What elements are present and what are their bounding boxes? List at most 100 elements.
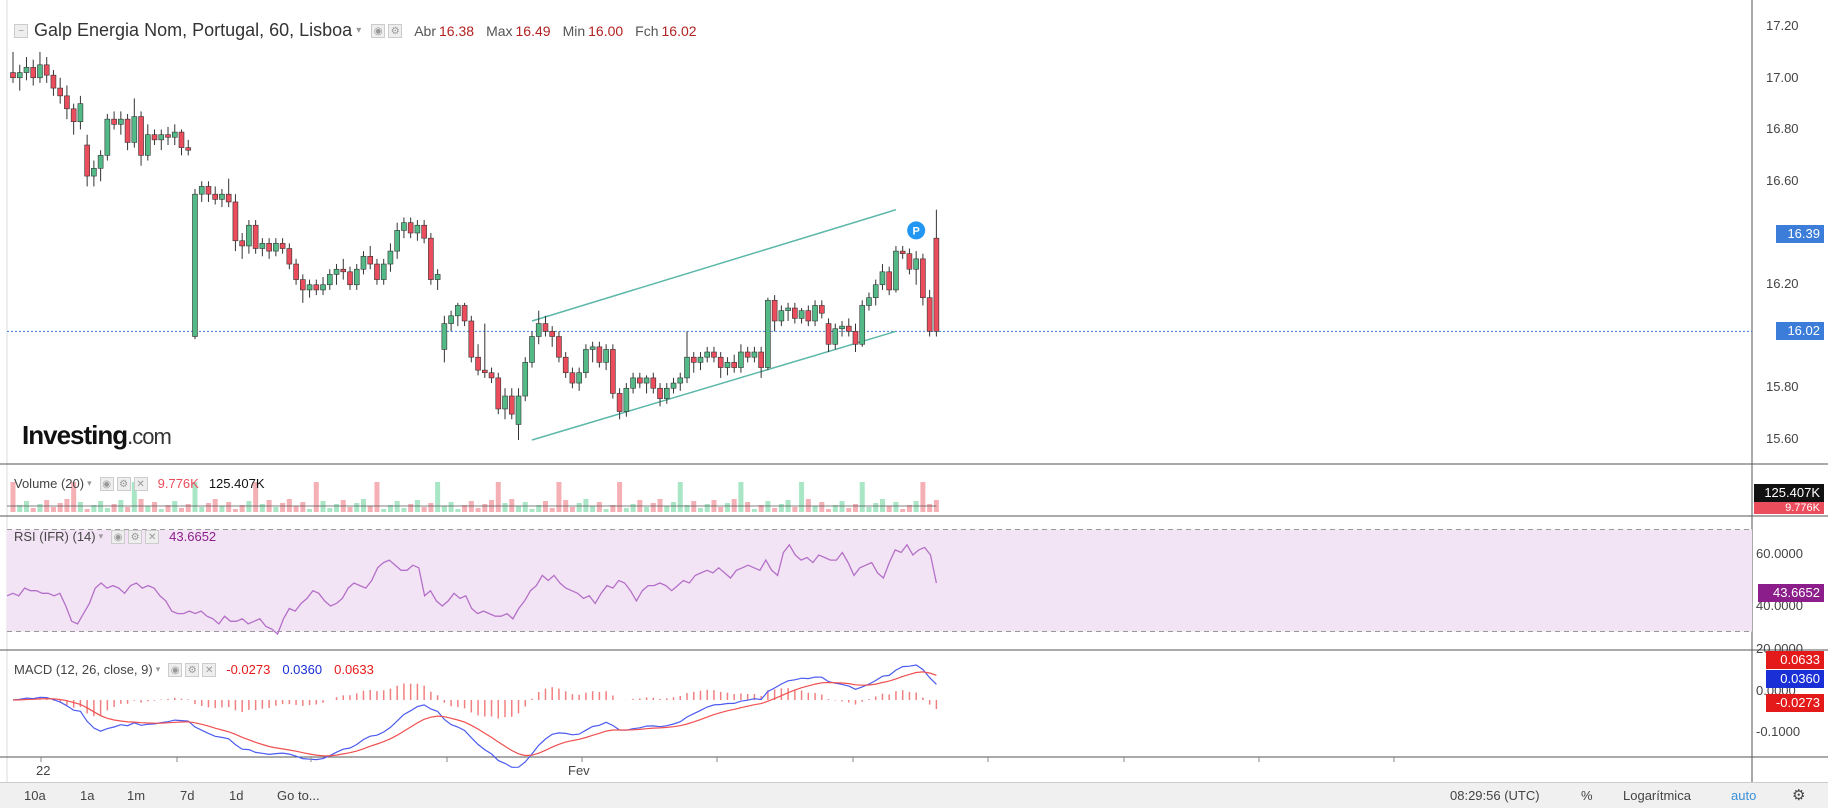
candle-body: [792, 307, 798, 319]
candle-body: [23, 67, 30, 73]
macd-line: [12, 664, 937, 768]
range-1a-button[interactable]: 1a: [80, 788, 95, 803]
candle-body: [50, 74, 57, 89]
volume-bar: [549, 508, 555, 512]
volume-bar: [401, 508, 407, 512]
volume-bar: [138, 499, 144, 512]
macd-legend: MACD (12, 26, close, 9) ▾ ◉ ⚙ ✕ -0.0273 …: [14, 662, 374, 677]
volume-bar: [10, 482, 16, 512]
eye-icon[interactable]: ◉: [111, 529, 126, 544]
chart-legend: − Galp Energia Nom, Portugal, 60, Lisboa…: [14, 20, 697, 41]
gear-icon[interactable]: ⚙: [116, 476, 131, 491]
volume-bar: [704, 504, 710, 512]
price-tick: 16.20: [1766, 276, 1799, 291]
candle-body: [252, 224, 259, 249]
candle-body: [879, 271, 886, 286]
range-10a-button[interactable]: 10a: [24, 788, 46, 803]
volume-bar: [839, 501, 845, 512]
candle-body: [542, 323, 549, 332]
goto-button[interactable]: Go to...: [277, 788, 320, 803]
candle-body: [677, 377, 684, 384]
volume-tag-main: 125.407K: [1754, 484, 1824, 502]
eye-icon[interactable]: ◉: [99, 476, 114, 491]
close-icon[interactable]: ✕: [133, 476, 148, 491]
volume-bar: [778, 504, 784, 512]
gear-icon[interactable]: ⚙: [185, 662, 200, 677]
candle-body: [872, 284, 879, 298]
collapse-icon[interactable]: −: [14, 23, 28, 38]
chevron-down-icon[interactable]: ▾: [155, 664, 161, 674]
candle-body: [279, 243, 286, 249]
volume-bar: [428, 503, 434, 512]
volume-bar: [556, 482, 562, 512]
candle-body: [920, 258, 926, 298]
chart-title: Galp Energia Nom, Portugal, 60, Lisboa: [34, 20, 353, 40]
range-1d-button[interactable]: 1d: [229, 788, 244, 803]
volume-bar: [502, 503, 508, 512]
candle-body: [778, 310, 785, 322]
close-icon[interactable]: ✕: [145, 529, 160, 544]
candle-body: [785, 307, 791, 311]
log-toggle[interactable]: Logarítmica: [1623, 788, 1691, 803]
candle-body: [893, 250, 899, 291]
volume-bar: [91, 505, 97, 512]
candle-body: [212, 193, 218, 200]
volume-bar: [623, 508, 629, 512]
candle-body: [401, 222, 407, 231]
candle-body: [91, 168, 97, 177]
gear-icon[interactable]: ⚙: [128, 529, 143, 544]
gear-icon[interactable]: ⚙: [388, 23, 403, 38]
candle-body: [738, 351, 744, 368]
candle-body: [320, 284, 326, 291]
candle-body: [16, 72, 23, 79]
pivot-marker: [907, 221, 926, 240]
gear-icon[interactable]: ⚙: [1792, 787, 1806, 804]
candle-body: [488, 372, 495, 379]
candle-body: [724, 362, 731, 368]
range-7d-button[interactable]: 7d: [180, 788, 195, 803]
volume-bar: [650, 503, 656, 512]
volume-bar: [71, 482, 77, 512]
candle-body: [522, 362, 529, 397]
volume-bar: [394, 501, 400, 512]
auto-toggle[interactable]: auto: [1731, 788, 1757, 803]
chevron-down-icon[interactable]: ▾: [87, 478, 92, 488]
rsi-value: 43.6652: [169, 529, 217, 544]
volume-bar: [212, 499, 218, 512]
channel-upper-line: [531, 208, 897, 322]
candle-body: [623, 387, 630, 412]
volume-bar: [758, 505, 764, 512]
candle-body: [535, 323, 542, 337]
volume-bar: [630, 504, 636, 512]
candle-body: [906, 253, 913, 270]
chevron-down-icon[interactable]: ▾: [356, 25, 362, 36]
candle-body: [131, 116, 138, 143]
candle-body: [758, 351, 764, 368]
volume-bar: [64, 499, 70, 512]
close-icon[interactable]: ✕: [202, 662, 217, 677]
candle-body: [43, 64, 50, 76]
close-label: Fch: [635, 22, 659, 39]
percent-toggle[interactable]: %: [1581, 788, 1593, 803]
volume-value-1: 9.776K: [157, 476, 199, 491]
volume-bar: [596, 502, 602, 512]
volume-bar: [853, 504, 858, 512]
volume-bar: [104, 508, 110, 512]
candle-body: [583, 349, 589, 374]
candle-body: [576, 372, 582, 384]
macd-tag-3: -0.0273: [1766, 694, 1824, 712]
range-1m-button[interactable]: 1m: [127, 788, 146, 803]
volume-bar: [751, 509, 757, 512]
candle-body: [731, 362, 737, 368]
volume-bar: [30, 508, 36, 512]
volume-bar: [280, 503, 286, 512]
candle-body: [839, 325, 845, 330]
candle-body: [475, 356, 481, 371]
candle-body: [313, 284, 320, 291]
candle-body: [326, 274, 333, 286]
volume-bar: [462, 505, 468, 512]
chevron-down-icon[interactable]: ▾: [98, 531, 104, 541]
eye-icon[interactable]: ◉: [371, 23, 386, 38]
eye-icon[interactable]: ◉: [168, 662, 183, 677]
macd-tag-2: 0.0360: [1766, 670, 1824, 688]
